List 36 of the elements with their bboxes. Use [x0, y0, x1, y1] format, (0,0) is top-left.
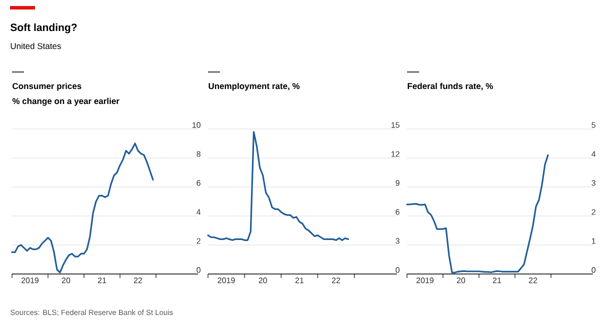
y-axis-title: % change on a year earlier [12, 98, 120, 106]
text: Soft landing? [10, 23, 77, 34]
y-tick-label: 0 [592, 267, 596, 273]
x-tick-label: 2019 [416, 278, 434, 284]
x-tick-label: 20 [62, 278, 70, 284]
x-tick-label: 22 [332, 278, 340, 284]
text: United States [10, 42, 61, 50]
y-tick-label: 2 [196, 238, 200, 244]
y-tick-label: 3 [592, 180, 596, 186]
y-tick-label: 1 [592, 238, 596, 244]
chart-title: Consumer prices [12, 82, 82, 91]
y-tick-label: 8 [196, 151, 200, 157]
chart-title: Unemployment rate, % [208, 82, 300, 91]
y-tick-label: 0 [196, 267, 200, 273]
y-tick-label: 3 [396, 238, 400, 244]
y-tick-label: 10 [192, 122, 200, 128]
x-tick-label: 21 [295, 278, 304, 284]
y-tick-label: 15 [392, 122, 400, 128]
y-tick-label: 2 [592, 209, 596, 215]
x-tick-label: 20 [456, 278, 466, 284]
x-tick-label: 22 [528, 278, 538, 284]
y-tick-label: 6 [396, 209, 400, 215]
x-tick-label: 20 [258, 278, 268, 284]
y-tick-label: 0 [396, 267, 400, 273]
y-tick-label: 5 [592, 122, 596, 128]
x-tick-label: 2019 [22, 278, 39, 284]
y-tick-label: 12 [392, 151, 400, 157]
x-tick-label: 21 [492, 278, 502, 284]
x-tick-label: 22 [134, 278, 142, 284]
y-tick-label: 4 [592, 151, 596, 157]
y-tick-label: 9 [396, 180, 400, 186]
y-tick-label: 4 [196, 209, 201, 215]
y-tick-label: 6 [196, 180, 200, 186]
x-tick-label: 21 [98, 278, 106, 284]
x-tick-label: 2019 [218, 278, 235, 284]
chart-title: Federal funds rate, % [408, 82, 493, 90]
